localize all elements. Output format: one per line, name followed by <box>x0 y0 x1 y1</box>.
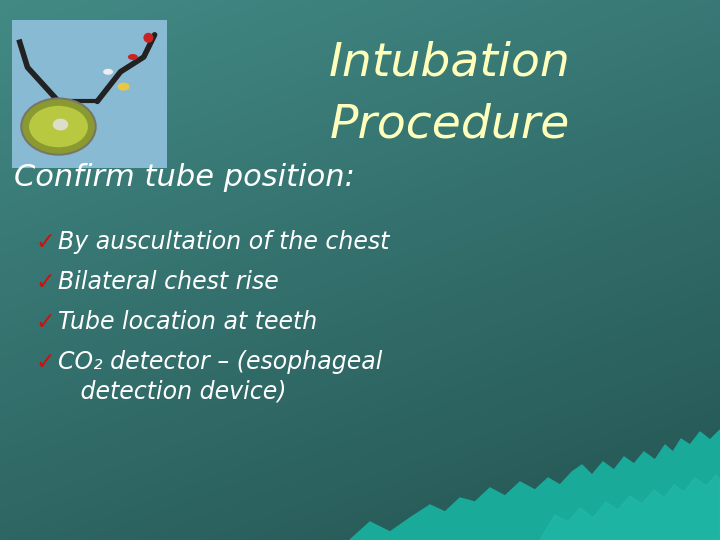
Text: ✓: ✓ <box>35 230 55 254</box>
Ellipse shape <box>29 106 88 147</box>
Ellipse shape <box>117 83 130 91</box>
Ellipse shape <box>22 98 96 154</box>
Text: Confirm tube position:: Confirm tube position: <box>14 163 355 192</box>
Text: ✓: ✓ <box>35 350 55 374</box>
Text: Bilateral chest rise: Bilateral chest rise <box>58 270 279 294</box>
Ellipse shape <box>103 69 113 75</box>
Ellipse shape <box>128 54 138 60</box>
Ellipse shape <box>53 119 68 131</box>
Polygon shape <box>540 475 720 540</box>
Text: Tube location at teeth: Tube location at teeth <box>58 310 318 334</box>
Text: ✓: ✓ <box>35 270 55 294</box>
Circle shape <box>143 33 153 43</box>
Text: detection device): detection device) <box>58 380 287 404</box>
Text: By auscultation of the chest: By auscultation of the chest <box>58 230 390 254</box>
Text: CO₂ detector – (esophageal: CO₂ detector – (esophageal <box>58 350 382 374</box>
Polygon shape <box>350 430 720 540</box>
Text: Procedure: Procedure <box>330 103 570 147</box>
Bar <box>12 20 167 168</box>
Text: Intubation: Intubation <box>329 40 571 85</box>
Text: ✓: ✓ <box>35 310 55 334</box>
